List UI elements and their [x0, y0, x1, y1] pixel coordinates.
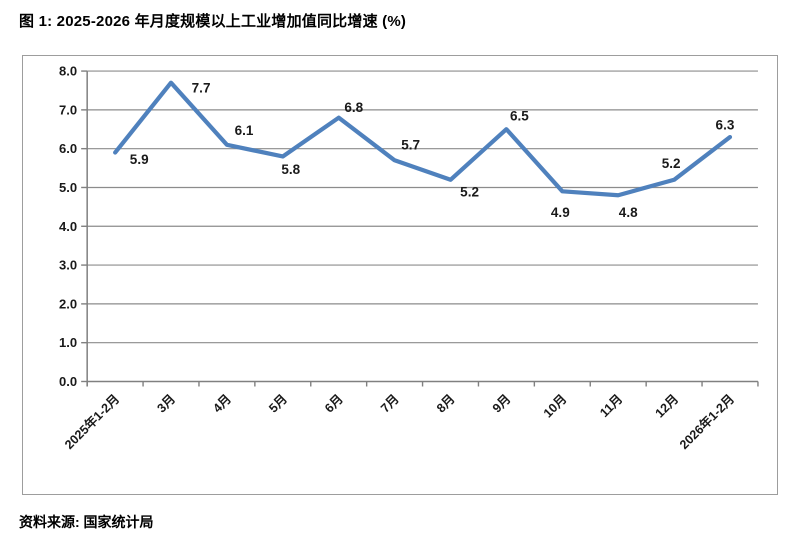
data-label: 4.8	[619, 205, 638, 220]
line-chart: 0.0 1.0 2.0 3.0 4.0 5.0 6.0 7.0 8.0 5.9 7.7 6.1 5.8 6…	[59, 64, 759, 452]
x-category-label: 12月	[653, 392, 682, 421]
x-category-label: 2025年1-2月	[61, 391, 122, 452]
y-tick-label: 2.0	[59, 296, 77, 311]
data-label: 5.7	[401, 138, 420, 153]
data-label: 6.8	[344, 100, 363, 115]
x-category-label: 8月	[434, 392, 458, 416]
data-label: 5.2	[662, 156, 681, 171]
x-category-label: 7月	[378, 392, 402, 416]
y-tick-label: 3.0	[59, 258, 77, 273]
chart-title: 图 1: 2025-2026 年月度规模以上工业增加值同比增速 (%)	[19, 13, 407, 30]
x-category-label: 6月	[322, 392, 346, 416]
data-label: 5.2	[460, 184, 479, 199]
y-tick-label: 4.0	[59, 219, 77, 234]
data-label: 4.9	[551, 205, 570, 220]
data-label: 6.1	[235, 123, 254, 138]
x-category-label: 4月	[210, 392, 234, 416]
data-label: 5.8	[281, 162, 300, 177]
y-tick-label: 6.0	[59, 141, 77, 156]
x-category-label: 5月	[266, 392, 290, 416]
x-category-label: 3月	[154, 392, 178, 416]
y-tick-label: 1.0	[59, 335, 77, 350]
data-label: 7.7	[192, 80, 211, 95]
data-label: 5.9	[130, 152, 149, 167]
series-line	[113, 80, 733, 198]
x-category-label: 9月	[490, 392, 514, 416]
y-tick-label: 7.0	[59, 102, 77, 117]
data-label: 6.3	[716, 118, 735, 133]
x-category-label: 2026年1-2月	[676, 391, 737, 452]
y-tick-label: 5.0	[59, 180, 77, 195]
source-note: 资料来源: 国家统计局	[19, 514, 154, 530]
y-tick-label: 0.0	[59, 374, 77, 389]
x-category-label: 11月	[597, 392, 625, 420]
chart-frame: 0.0 1.0 2.0 3.0 4.0 5.0 6.0 7.0 8.0 5.9 7.7 6.1 5.8 6…	[22, 55, 778, 495]
x-category-label: 10月	[541, 392, 570, 421]
data-label: 6.5	[510, 109, 529, 124]
y-tick-label: 8.0	[59, 64, 77, 79]
